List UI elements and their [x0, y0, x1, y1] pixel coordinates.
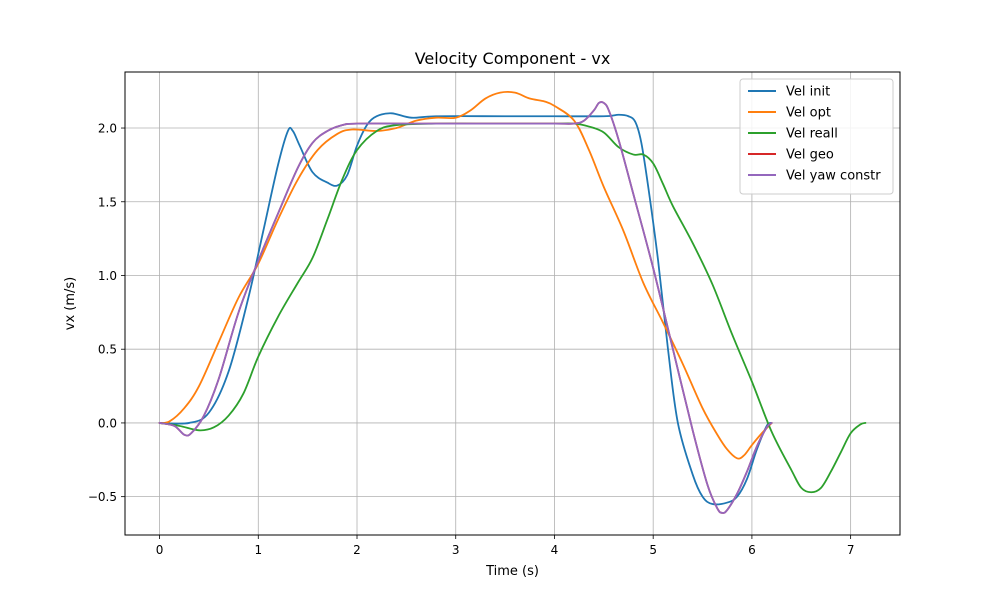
legend-label-vel-reall: Vel reall: [786, 127, 838, 142]
x-tick-label: 1: [254, 543, 262, 557]
legend-label-vel-geo: Vel geo: [786, 148, 834, 163]
y-tick-label: 1.0: [98, 269, 117, 283]
y-tick-label: 0.5: [98, 343, 117, 357]
series-line-vel-reall: [158, 122, 867, 494]
chart-title: Velocity Component - vx: [415, 49, 611, 68]
x-tick-label: 0: [156, 543, 164, 557]
y-tick-label: 1.5: [98, 195, 117, 209]
series-line-vel-yaw-constr: [158, 101, 773, 514]
plot-lines: [158, 91, 867, 514]
x-tick-label: 5: [649, 543, 657, 557]
x-tick-label: 7: [847, 543, 855, 557]
legend-label-vel-opt: Vel opt: [786, 106, 831, 121]
y-tick-label: 2.0: [98, 122, 117, 136]
series-line-vel-init: [158, 112, 773, 506]
axes-frame: [124, 71, 901, 536]
legend-label-vel-init: Vel init: [786, 85, 830, 100]
x-tick-label: 3: [452, 543, 460, 557]
legend-label-vel-yaw-constr: Vel yaw constr: [786, 169, 881, 184]
y-axis-label: vx (m/s): [63, 277, 78, 330]
x-axis-label: Time (s): [485, 564, 539, 579]
legend-box: [739, 78, 894, 195]
x-tick-label: 4: [551, 543, 559, 557]
y-tick-label: −0.5: [88, 490, 117, 504]
ticks: 0 1 2 3 4 5 6 7 −0.5 0.0 0.5 1.0 1.5 2.0: [88, 122, 855, 557]
series-line-vel-opt: [158, 91, 773, 460]
y-tick-label: 0.0: [98, 416, 117, 430]
x-tick-label: 2: [353, 543, 361, 557]
legend: Vel init Vel opt Vel reall Vel geo Vel yaw c…: [739, 78, 894, 195]
x-tick-label: 6: [748, 543, 756, 557]
